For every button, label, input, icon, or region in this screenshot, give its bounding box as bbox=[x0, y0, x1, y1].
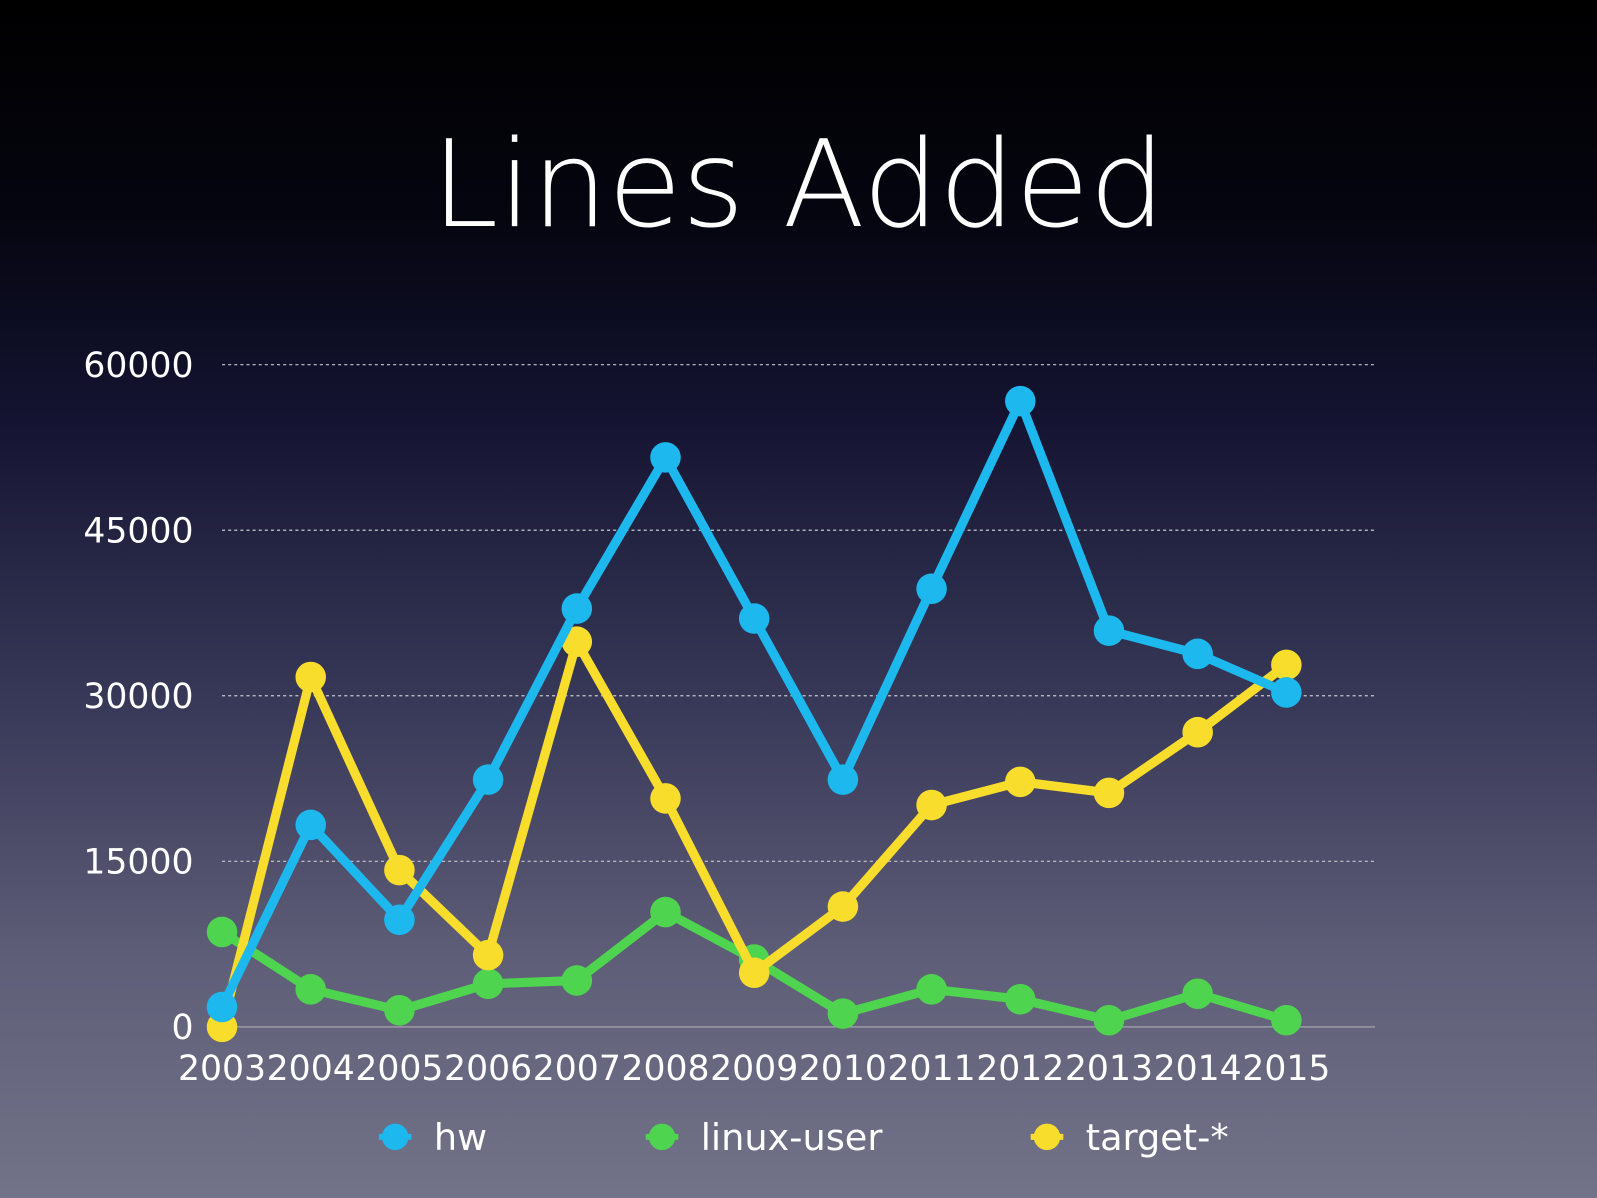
y-tick-label: 15000 bbox=[83, 843, 193, 883]
data-point bbox=[384, 904, 415, 936]
data-point bbox=[1004, 983, 1036, 1015]
legend-label: linux-user bbox=[701, 1116, 884, 1159]
data-point bbox=[650, 783, 681, 814]
y-tick-label: 60000 bbox=[83, 346, 193, 386]
data-point bbox=[827, 998, 859, 1029]
data-point bbox=[1271, 649, 1302, 681]
legend-swatch-marker bbox=[1033, 1123, 1061, 1151]
x-tick-label: 2007 bbox=[533, 1049, 621, 1089]
x-tick-label: 2011 bbox=[888, 1049, 976, 1089]
x-tick-label: 2015 bbox=[1242, 1049, 1330, 1089]
legend-item: target-* bbox=[1030, 1116, 1229, 1159]
data-point bbox=[1093, 615, 1125, 646]
legend-swatch-marker bbox=[648, 1123, 676, 1151]
chart-title: Lines Added bbox=[431, 115, 1165, 255]
series-line bbox=[217, 396, 1289, 1010]
data-point bbox=[650, 442, 681, 473]
data-point bbox=[1004, 766, 1036, 798]
data-point bbox=[650, 896, 681, 928]
data-point bbox=[472, 764, 504, 795]
data-point bbox=[1182, 638, 1213, 670]
legend-item: linux-user bbox=[645, 1116, 884, 1159]
x-tick-label: 2009 bbox=[710, 1049, 798, 1089]
data-point bbox=[1182, 978, 1213, 1010]
x-tick-label: 2014 bbox=[1154, 1049, 1242, 1089]
data-point bbox=[827, 891, 859, 922]
x-tick-label: 2005 bbox=[355, 1049, 443, 1089]
data-point bbox=[738, 957, 770, 989]
legend-label: target-* bbox=[1086, 1116, 1229, 1159]
data-point bbox=[916, 573, 947, 605]
data-point bbox=[206, 916, 238, 948]
data-point bbox=[916, 974, 947, 1005]
data-point bbox=[1182, 716, 1213, 748]
legend-label: hw bbox=[434, 1116, 487, 1159]
x-tick-label: 2012 bbox=[976, 1049, 1064, 1089]
y-tick-label: 0 bbox=[171, 1008, 193, 1048]
data-point bbox=[384, 854, 415, 886]
data-point bbox=[472, 968, 504, 1000]
legend-item: hw bbox=[378, 1116, 487, 1159]
data-point bbox=[1271, 677, 1302, 708]
data-point bbox=[295, 974, 327, 1005]
y-tick-label: 45000 bbox=[83, 511, 193, 551]
y-tick-label: 30000 bbox=[83, 677, 193, 717]
data-point bbox=[295, 661, 327, 693]
data-point bbox=[1271, 1004, 1302, 1036]
data-point bbox=[738, 603, 770, 634]
x-tick-label: 2013 bbox=[1065, 1049, 1153, 1089]
data-point bbox=[1093, 777, 1125, 809]
data-point bbox=[295, 809, 327, 841]
data-point bbox=[1093, 1004, 1125, 1036]
x-tick-label: 2006 bbox=[444, 1049, 532, 1089]
data-point bbox=[561, 965, 593, 996]
data-point bbox=[916, 789, 947, 821]
data-point bbox=[206, 991, 238, 1023]
legend-swatch-marker bbox=[381, 1123, 409, 1151]
x-tick-label: 2008 bbox=[621, 1049, 709, 1089]
x-tick-label: 2010 bbox=[799, 1049, 887, 1089]
series-hw bbox=[206, 385, 1302, 1023]
data-point bbox=[561, 593, 593, 624]
series-target- bbox=[206, 626, 1302, 1043]
data-point bbox=[384, 995, 415, 1026]
data-point bbox=[561, 626, 593, 657]
data-point bbox=[472, 939, 504, 971]
x-tick-label: 2004 bbox=[267, 1049, 355, 1089]
x-tick-label: 2003 bbox=[178, 1049, 266, 1089]
data-point bbox=[827, 764, 859, 795]
data-point bbox=[1004, 385, 1036, 417]
